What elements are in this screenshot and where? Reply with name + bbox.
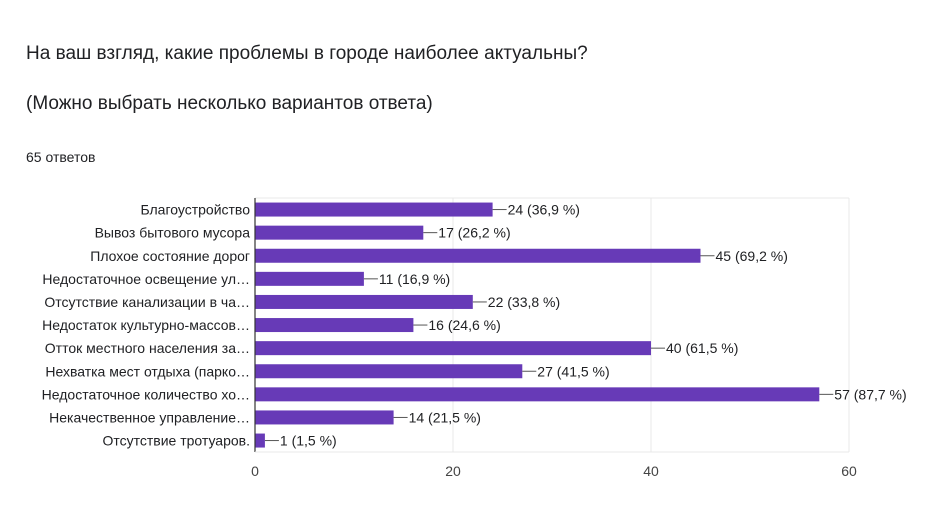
bar-1 <box>255 225 424 240</box>
category-label-1: Вывоз бытового мусора <box>95 225 251 241</box>
category-label-2: Плохое состояние дорог <box>90 248 250 264</box>
bar-2 <box>255 248 701 263</box>
value-label-7: 27 (41,5 %) <box>537 363 609 379</box>
value-label-3: 11 (16,9 %) <box>379 271 450 287</box>
category-label-5: Недостаток культурно-массов… <box>42 317 250 333</box>
bar-9 <box>255 410 394 425</box>
bar-0 <box>255 202 493 217</box>
value-label-8: 57 (87,7 %) <box>834 386 906 402</box>
bar-10 <box>255 433 265 448</box>
category-label-8: Недостаточное количество хо… <box>42 386 250 402</box>
category-label-9: Некачественное управление… <box>49 409 250 425</box>
bar-8 <box>255 387 820 402</box>
value-label-6: 40 (61,5 %) <box>666 340 738 356</box>
value-label-1: 17 (26,2 %) <box>438 225 510 241</box>
bar-7 <box>255 364 523 379</box>
value-label-9: 14 (21,5 %) <box>409 409 481 425</box>
question-subtitle: (Можно выбрать несколько вариантов ответ… <box>26 93 433 114</box>
bar-5 <box>255 318 414 333</box>
x-tick-label-2: 40 <box>643 463 659 479</box>
category-label-3: Недостаточное освещение ул… <box>42 271 250 287</box>
value-label-0: 24 (36,9 %) <box>508 202 580 218</box>
x-tick-label-3: 60 <box>841 463 857 479</box>
bar-3 <box>255 271 364 286</box>
x-tick-label-1: 20 <box>445 463 461 479</box>
value-label-10: 1 (1,5 %) <box>280 433 337 449</box>
value-label-2: 45 (69,2 %) <box>716 248 788 264</box>
category-label-0: Благоустройство <box>140 202 250 218</box>
question-title: На ваш взгляд, какие проблемы в городе н… <box>26 43 588 64</box>
category-label-6: Отток местного населения за… <box>45 340 250 356</box>
value-label-5: 16 (24,6 %) <box>428 317 500 333</box>
bar-6 <box>255 341 651 356</box>
x-tick-label-0: 0 <box>251 463 259 479</box>
category-label-4: Отсутствие канализации в ча… <box>44 294 250 310</box>
bar-4 <box>255 294 473 309</box>
category-label-7: Нехватка мест отдыха (парко… <box>45 363 250 379</box>
response-count: 65 ответов <box>26 149 96 165</box>
category-label-10: Отсутствие тротуаров. <box>102 433 250 449</box>
value-label-4: 22 (33,8 %) <box>488 294 560 310</box>
